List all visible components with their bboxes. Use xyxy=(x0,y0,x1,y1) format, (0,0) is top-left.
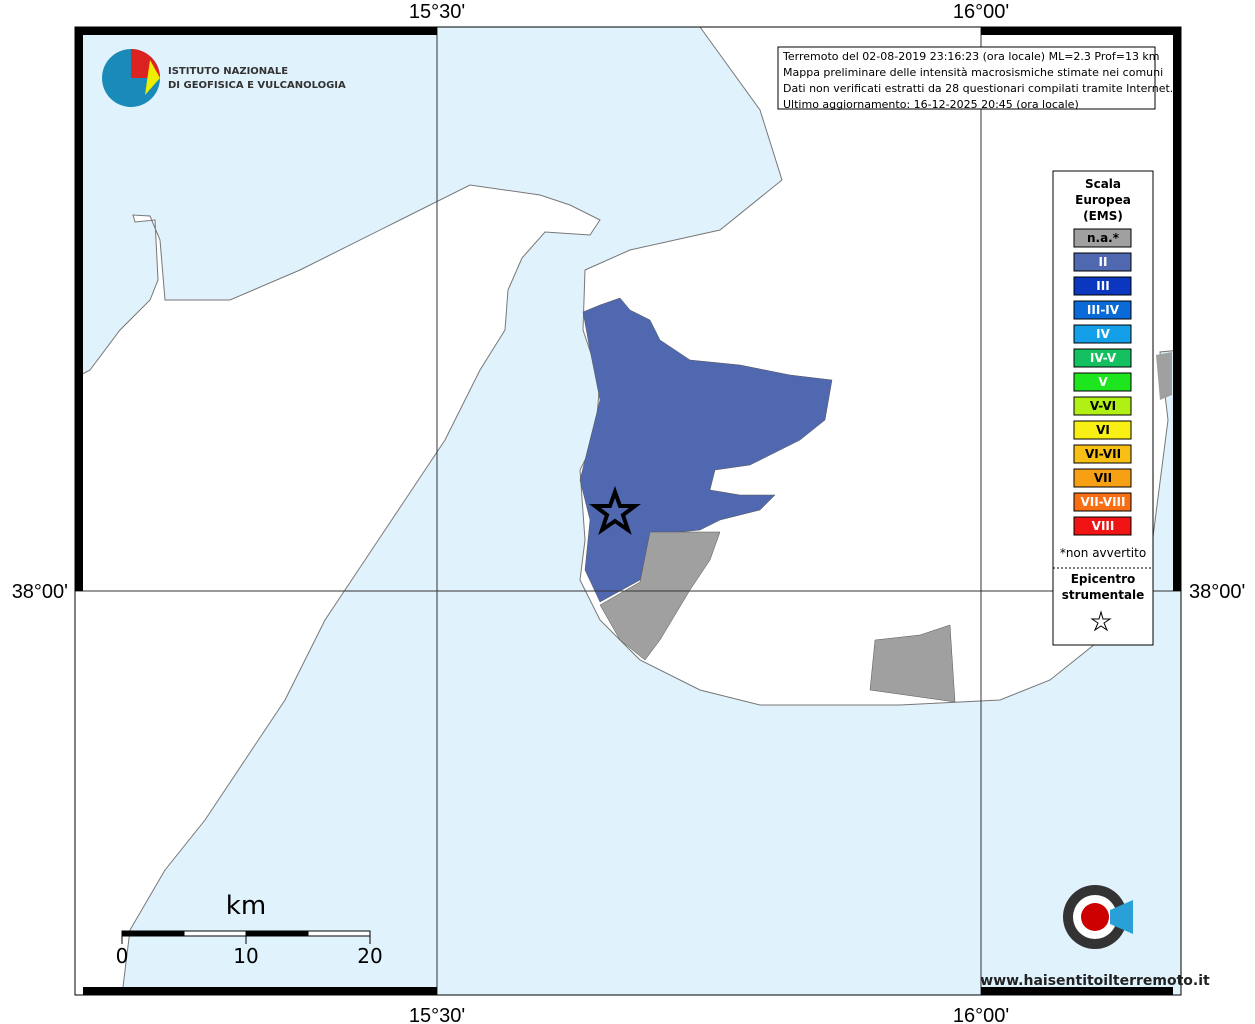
legend-swatch xyxy=(1073,468,1132,488)
frame-ticks xyxy=(75,27,1181,995)
scale-segment xyxy=(121,930,185,937)
graticule xyxy=(75,27,1181,995)
logo: ISTITUTO NAZIONALE DI GEOFISICA E VULCAN… xyxy=(102,49,346,107)
info-line: Dati non verificati estratti da 28 quest… xyxy=(783,82,1173,95)
legend-label: VIII xyxy=(1092,519,1115,533)
legend-label: IV xyxy=(1096,327,1110,341)
legend-swatch xyxy=(1073,324,1132,344)
lon-label: 16°00' xyxy=(953,1005,1009,1024)
legend-swatch xyxy=(1073,300,1132,320)
legend-label: VI xyxy=(1096,423,1110,437)
info-box xyxy=(777,46,1156,110)
legend-label: VI-VII xyxy=(1085,447,1121,461)
legend-swatch xyxy=(1073,276,1132,296)
legend-epicenter: strumentale xyxy=(1062,588,1145,602)
legend-label: n.a.* xyxy=(1087,231,1120,245)
intensity-area-ii xyxy=(579,297,833,603)
legend-note: *non avvertito xyxy=(1060,546,1146,560)
legend-epicenter: Epicentro xyxy=(1071,572,1136,586)
epicenter xyxy=(589,486,641,536)
legend-label: III-IV xyxy=(1087,303,1120,317)
legend-swatch xyxy=(1073,252,1132,272)
legend-swatch xyxy=(1073,444,1132,464)
legend-label: V-VI xyxy=(1090,399,1116,413)
legend-swatch xyxy=(1073,492,1132,512)
legend-swatch xyxy=(1073,372,1132,392)
legend-title: (EMS) xyxy=(1083,209,1123,223)
legend-swatch xyxy=(1073,348,1132,368)
legend-swatch xyxy=(1073,516,1132,536)
scale-segment xyxy=(245,930,309,937)
scale-label: 20 xyxy=(357,944,382,968)
lon-label: 16°00' xyxy=(953,1,1009,23)
info-line: Terremoto del 02-08-2019 23:16:23 (ora l… xyxy=(782,50,1160,63)
legend-star xyxy=(1090,610,1112,632)
legend-title: Scala xyxy=(1085,177,1121,191)
legend-label: V xyxy=(1098,375,1108,389)
intensity-area-na xyxy=(1156,352,1172,400)
scale-segment xyxy=(183,930,247,937)
legend-label: IV-V xyxy=(1090,351,1117,365)
lon-label: 15°30' xyxy=(409,1,465,23)
intensity-area-na xyxy=(599,531,721,661)
legend-label: III xyxy=(1096,279,1109,293)
watermark-text: www.haisentitoilterremoto.it xyxy=(980,973,1210,989)
legend-swatch xyxy=(1073,420,1132,440)
lat-label: 38°00' xyxy=(1189,581,1245,603)
legend-label: VII-VIII xyxy=(1080,495,1125,509)
logo-text: DI GEOFISICA E VULCANOLOGIA xyxy=(168,80,346,91)
land xyxy=(74,184,601,996)
logo-text: ISTITUTO NAZIONALE xyxy=(168,66,288,77)
legend-label: VII xyxy=(1094,471,1112,485)
scale-label: 10 xyxy=(233,944,258,968)
lon-label: 15°30' xyxy=(409,1005,465,1024)
scale-segment xyxy=(307,930,371,937)
legend-swatch xyxy=(1073,396,1132,416)
info-line: Mappa preliminare delle intensità macros… xyxy=(783,66,1163,79)
legend-label: II xyxy=(1099,255,1108,269)
scale-label: 0 xyxy=(116,944,129,968)
watermark: www.haisentitoilterremoto.it xyxy=(980,885,1210,989)
scale-unit: km xyxy=(226,891,266,921)
legend-title: Europea xyxy=(1075,193,1131,207)
info-line: Ultimo aggiornamento: 16-12-2025 20:45 (… xyxy=(783,98,1079,111)
lat-label: 38°00' xyxy=(12,581,68,603)
legend-swatch xyxy=(1073,228,1132,248)
intensity-area-na xyxy=(869,624,956,703)
